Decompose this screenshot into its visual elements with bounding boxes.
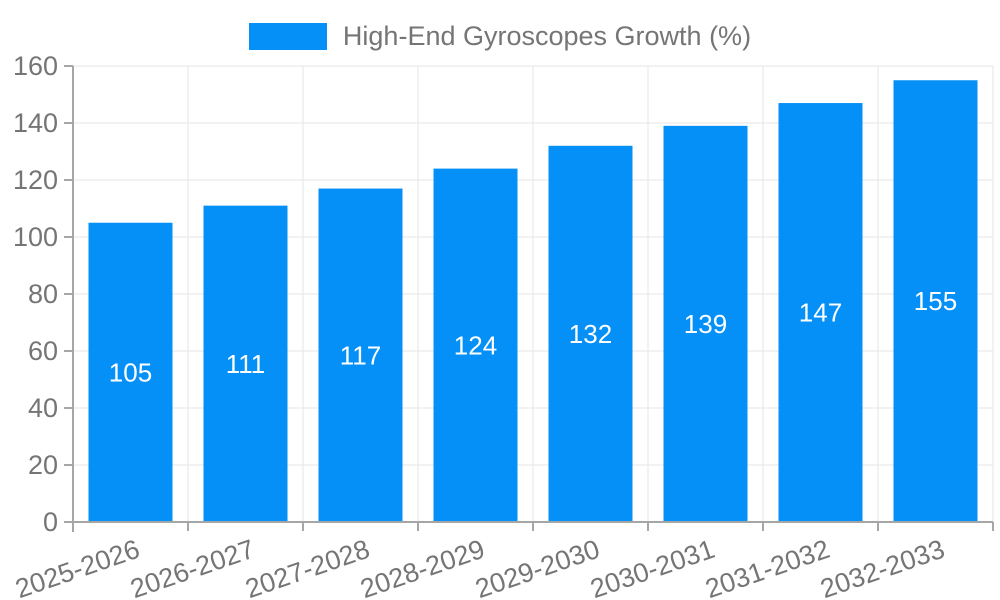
bar xyxy=(433,168,518,522)
bar-value-label: 139 xyxy=(684,309,727,339)
y-tick-label: 140 xyxy=(13,108,58,138)
x-tick-label: 2032-2033 xyxy=(817,534,949,600)
y-tick-label: 0 xyxy=(43,507,58,537)
x-tick-label: 2027-2028 xyxy=(242,534,374,600)
x-tick-label: 2030-2031 xyxy=(587,534,719,600)
bar-value-label: 155 xyxy=(914,286,957,316)
y-tick-label: 20 xyxy=(28,450,58,480)
bar xyxy=(203,205,288,522)
bar xyxy=(778,103,863,523)
bar xyxy=(88,222,173,522)
x-tick-label: 2028-2029 xyxy=(357,534,489,600)
bar xyxy=(548,145,633,523)
bar xyxy=(663,125,748,522)
legend-swatch-icon xyxy=(248,22,327,50)
bar-value-label: 132 xyxy=(569,319,612,349)
y-tick-label: 120 xyxy=(13,165,58,195)
bar xyxy=(893,80,978,522)
y-tick-label: 160 xyxy=(13,51,58,81)
x-tick-label: 2029-2030 xyxy=(472,534,604,600)
bar-value-label: 117 xyxy=(340,340,381,370)
bar xyxy=(318,188,403,523)
bar-value-label: 105 xyxy=(109,357,152,387)
y-tick-label: 60 xyxy=(28,336,58,366)
bar-value-label: 124 xyxy=(454,330,497,360)
bar-value-label: 111 xyxy=(226,349,266,379)
chart-legend: High-End Gyroscopes Growth (%) xyxy=(0,20,1000,52)
x-tick-label: 2031-2032 xyxy=(702,534,834,600)
bar-value-label: 147 xyxy=(799,298,842,328)
legend-label: High-End Gyroscopes Growth (%) xyxy=(342,20,752,51)
y-tick-label: 80 xyxy=(28,279,58,309)
x-tick-label: 2025-2026 xyxy=(12,534,144,600)
y-tick-label: 100 xyxy=(13,222,58,252)
x-tick-label: 2026-2027 xyxy=(127,534,259,600)
y-tick-label: 40 xyxy=(28,393,58,423)
